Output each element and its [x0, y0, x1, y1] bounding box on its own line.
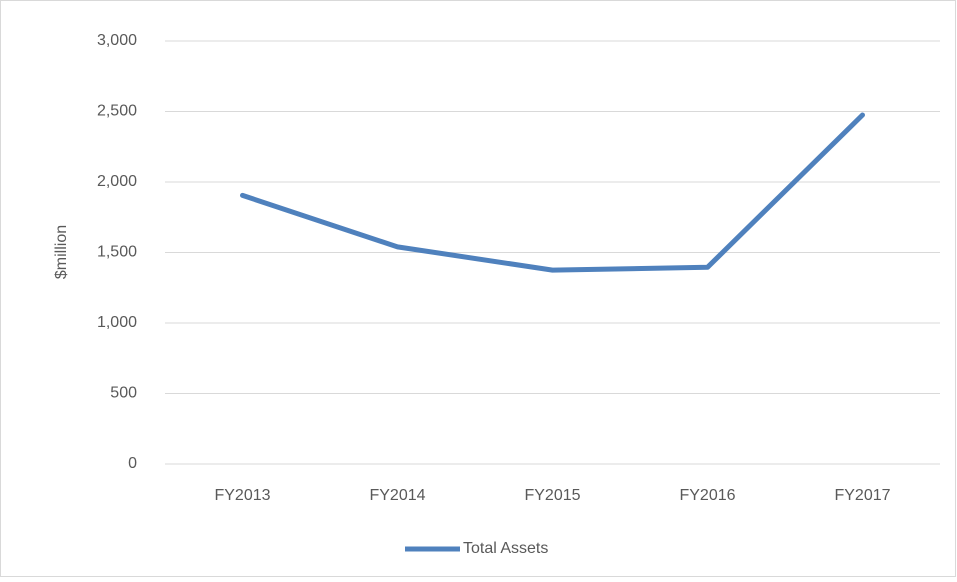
x-tick-label: FY2013 — [214, 487, 270, 504]
y-tick-label: 1,500 — [97, 244, 137, 261]
y-tick-label: 1,000 — [97, 314, 137, 331]
y-tick-label: 2,000 — [97, 173, 137, 190]
y-tick-label: 2,500 — [97, 103, 137, 120]
x-tick-label: FY2015 — [524, 487, 580, 504]
x-tick-label: FY2016 — [679, 487, 735, 504]
legend-label: Total Assets — [463, 540, 548, 557]
x-tick-label: FY2014 — [369, 487, 425, 504]
y-tick-label: 500 — [110, 385, 137, 402]
y-tick-label: 3,000 — [97, 32, 137, 49]
y-tick-label: 0 — [128, 455, 137, 472]
data-line — [240, 112, 865, 273]
y-axis-label: $million — [53, 225, 70, 279]
x-tick-label: FY2017 — [834, 487, 890, 504]
